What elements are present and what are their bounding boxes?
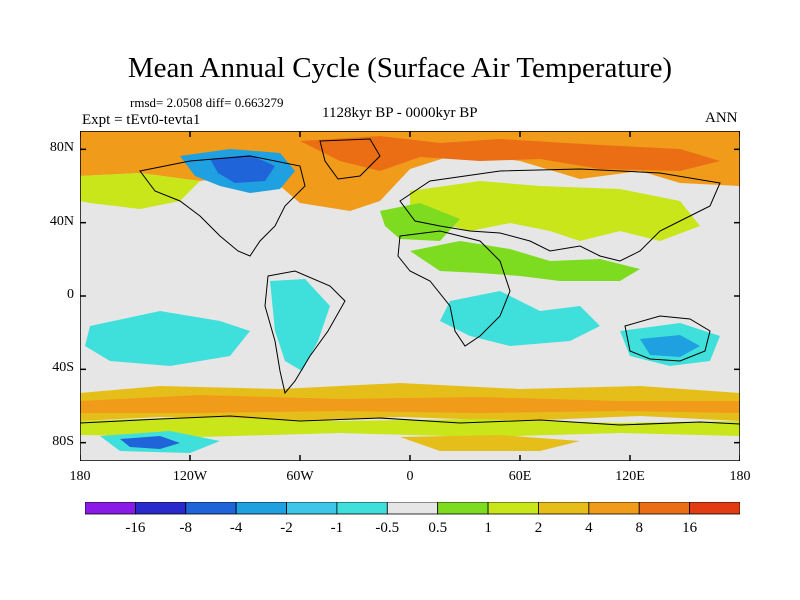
lon-tick-label: 120W: [172, 469, 208, 484]
strong-cold-region-antarctica: [120, 436, 180, 449]
map-panel: [79, 130, 741, 462]
colorbar-swatch: [638, 501, 691, 515]
colorbar-label: -4: [230, 520, 243, 536]
coastline-antarctica: [79, 415, 741, 426]
colorbar-label: 4: [585, 520, 593, 536]
lat-tick-label: 80N: [49, 140, 74, 156]
lon-tick-label: 180: [729, 469, 751, 484]
coastline-eurasia: [399, 168, 721, 262]
lon-tick-label: 180: [69, 469, 91, 484]
lon-tick-label: 60E: [508, 469, 532, 484]
coastline-south-america: [264, 270, 346, 395]
coastline-greenland: [319, 138, 381, 180]
colorbar-swatch: [538, 501, 590, 515]
coastline-africa: [397, 230, 511, 347]
anomaly-map: [79, 130, 741, 462]
colorbar-swatch: [235, 501, 287, 515]
colorbar-swatch: [185, 501, 237, 515]
colorbar-swatch: [386, 501, 439, 515]
colorbar-swatch: [336, 501, 388, 515]
strong-cold-region-canada: [210, 155, 275, 183]
colorbar-label: 1: [484, 520, 492, 536]
colorbar-swatch: [588, 501, 640, 515]
coastlines: [79, 138, 741, 426]
period-label: 1128kyr BP - 0000kyr BP: [322, 105, 478, 121]
colorbar-label: -8: [180, 520, 193, 536]
season-label: ANN: [705, 110, 738, 126]
warm-region-africa-asia: [410, 241, 640, 281]
chart-title: Mean Annual Cycle (Surface Air Temperatu…: [127, 52, 673, 84]
colorbar-svg: -16 -8 -4 -2 -1 -0.5 0.5 1 2 4 8 16: [84, 501, 741, 536]
colorbar: -16 -8 -4 -2 -1 -0.5 0.5 1 2 4 8 16: [84, 501, 741, 562]
warm-region-antarctica: [400, 435, 580, 451]
warm-region-eurasia: [410, 181, 700, 241]
colorbar-label: 2: [535, 520, 543, 536]
colorbar-swatch: [134, 501, 187, 515]
lat-tick-label: 80S: [52, 433, 74, 449]
hot-region-arctic: [300, 136, 720, 171]
cold-region-australia-core: [640, 335, 700, 357]
colorbar-swatch: [286, 501, 338, 515]
colorbar-swatch: [487, 501, 539, 515]
coastline-north-america: [139, 155, 306, 257]
colorbar-swatch: [689, 501, 741, 515]
colorbar-label: -16: [125, 520, 145, 536]
hot-region-southern-ocean: [80, 395, 740, 413]
cold-region-tropical-pacific: [85, 311, 250, 366]
colorbar-swatch: [84, 501, 136, 515]
lon-tick-label: 0: [406, 469, 414, 484]
colorbar-swatch: [437, 501, 489, 515]
colorbar-label: 16: [682, 520, 698, 536]
lat-tick-label: 40N: [49, 213, 74, 229]
lat-tick-label: 0: [67, 287, 74, 302]
colorbar-label: -1: [331, 520, 344, 536]
coastline-australia: [624, 315, 711, 362]
lon-tick-label: 120E: [615, 469, 645, 484]
colorbar-label: 8: [635, 520, 643, 536]
cold-region-africa: [440, 291, 600, 346]
experiment-label: Expt = tEvt0-tevta1: [82, 112, 201, 128]
lon-tick-label: 60W: [286, 469, 314, 484]
colorbar-label: -2: [280, 520, 293, 536]
tick-marks: [79, 131, 741, 461]
lat-tick-label: 40S: [52, 360, 74, 376]
cold-region-south-america: [270, 279, 330, 371]
warm-region-north-pacific: [80, 173, 200, 209]
colorbar-label: -0.5: [375, 520, 399, 536]
stats-label: rmsd= 2.0508 diff= 0.663279: [130, 95, 284, 110]
colorbar-label: 0.5: [428, 520, 447, 536]
